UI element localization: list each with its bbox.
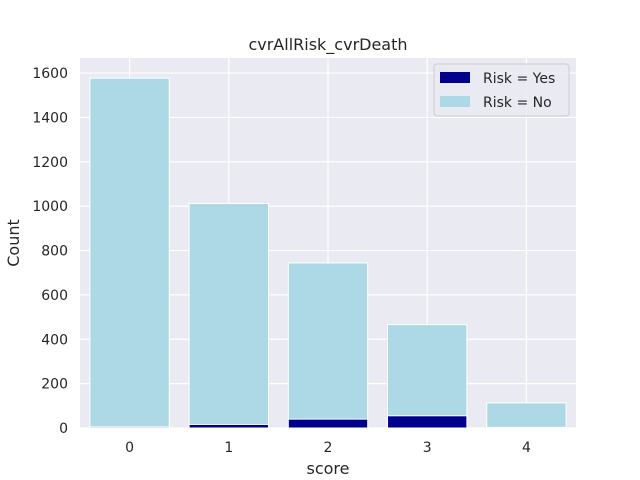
y-tick-label: 1200 xyxy=(32,155,68,171)
x-tick-label: 1 xyxy=(224,440,233,456)
chart-title: cvrAllRisk_cvrDeath xyxy=(248,35,407,55)
bar-risk-no-3 xyxy=(387,324,468,429)
y-tick-labels: 0 200 400 600 800 1000 1200 1400 1600 xyxy=(32,66,68,437)
y-tick-label: 200 xyxy=(41,377,68,393)
x-tick-labels: 0 1 2 3 4 xyxy=(125,440,531,456)
bars xyxy=(89,77,567,429)
legend-label: Risk = Yes xyxy=(483,71,555,87)
bar-risk-no-2 xyxy=(287,262,369,429)
y-tick-label: 600 xyxy=(41,288,68,304)
bar-risk-yes-1 xyxy=(188,423,269,429)
bar-risk-yes-2 xyxy=(287,418,369,429)
legend-label: Risk = No xyxy=(483,95,552,111)
legend: Risk = Yes Risk = No xyxy=(433,63,570,117)
y-tick-label: 1400 xyxy=(32,110,68,126)
x-tick-label: 3 xyxy=(423,440,432,456)
bar-risk-yes-4 xyxy=(486,426,567,429)
x-axis-label: score xyxy=(307,459,350,478)
bar-risk-no-1 xyxy=(188,203,269,429)
y-tick-label: 800 xyxy=(41,244,68,260)
legend-swatch xyxy=(440,72,470,83)
y-tick-label: 0 xyxy=(59,421,68,437)
x-tick-label: 0 xyxy=(125,440,134,456)
bar-risk-yes-3 xyxy=(387,415,468,429)
bar-risk-no-4 xyxy=(486,402,567,429)
y-tick-label: 1600 xyxy=(32,66,68,82)
legend-swatch xyxy=(440,96,470,107)
y-tick-label: 400 xyxy=(41,332,68,348)
x-tick-label: 2 xyxy=(324,440,333,456)
bar-risk-yes-0 xyxy=(89,426,170,429)
x-tick-label: 4 xyxy=(522,440,531,456)
bar-risk-no-0 xyxy=(89,77,170,429)
y-axis-label: Count xyxy=(4,219,23,267)
y-tick-label: 1000 xyxy=(32,199,68,215)
